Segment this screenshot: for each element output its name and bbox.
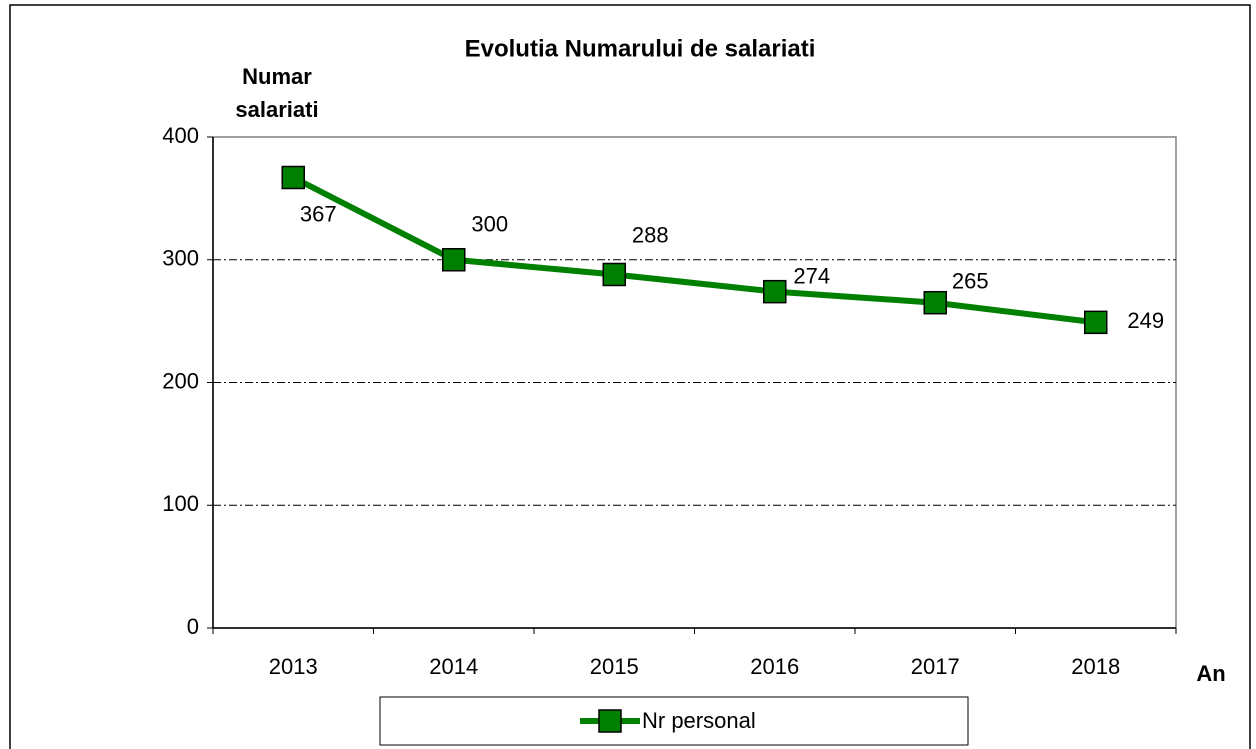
y-tick-label: 400 — [162, 123, 199, 148]
marker — [442, 248, 466, 272]
y-axis-label: Numar salariati — [235, 64, 319, 122]
data-label: 300 — [471, 212, 508, 237]
data-line — [291, 174, 1097, 326]
data-label: 367 — [300, 201, 337, 226]
x-tick-label: 2014 — [429, 654, 478, 679]
x-tick-label: 2016 — [750, 654, 799, 679]
marker — [602, 262, 626, 287]
marker — [923, 290, 947, 315]
x-tick-label: 2013 — [269, 654, 318, 679]
legend-box — [379, 696, 969, 746]
marker — [1084, 310, 1108, 335]
data-label: 288 — [632, 222, 669, 247]
legend-marker — [598, 709, 622, 733]
x-axis-label: An — [1196, 661, 1225, 686]
y-tick-label: 100 — [162, 491, 199, 516]
y-tick-label: 0 — [187, 614, 199, 639]
data-label: 274 — [793, 263, 830, 288]
marker — [763, 279, 787, 304]
y-tick-label: 300 — [162, 246, 199, 271]
x-tick-label: 2018 — [1071, 654, 1120, 679]
marker — [281, 165, 305, 190]
y-tick-label: 200 — [162, 368, 199, 393]
x-tick-label: 2017 — [911, 654, 960, 679]
x-tick-label: 2015 — [590, 654, 639, 679]
data-label: 265 — [952, 269, 989, 294]
data-label: 249 — [1127, 308, 1164, 333]
legend-label: Nr personal — [642, 708, 756, 733]
chart-title: Evolutia Numarului de salariati — [465, 35, 816, 62]
